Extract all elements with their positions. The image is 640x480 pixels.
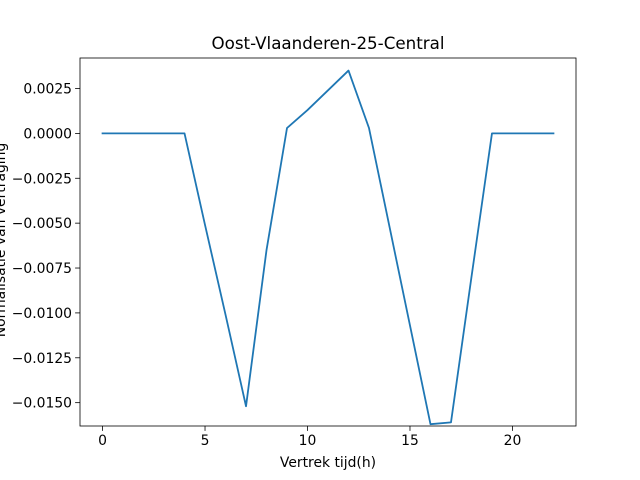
x-tick-label: 20 — [504, 433, 522, 449]
y-axis-title: Normalisatie van vertraging — [0, 143, 9, 338]
y-tick-label: 0.0000 — [23, 126, 72, 142]
series-line-0 — [101, 69, 555, 426]
x-tick-label: 15 — [401, 433, 419, 449]
x-tick-label: 0 — [98, 433, 107, 449]
y-tick-label: −0.0025 — [12, 171, 72, 187]
plot-frame — [79, 57, 577, 427]
x-axis-title: Vertrek tijd(h) — [280, 455, 376, 471]
chart-title: Oost-Vlaanderen-25-Central — [212, 33, 445, 53]
x-tick-label: 10 — [299, 433, 317, 449]
y-tick-label: −0.0100 — [12, 306, 72, 322]
y-tick-label: −0.0050 — [12, 216, 72, 232]
y-tick-label: −0.0150 — [12, 396, 72, 412]
y-ticks: 0.0025 0.0000 −0.0025 −0.0050 −0.0075 −0.0100… — [12, 82, 80, 412]
y-tick-label: −0.0075 — [12, 261, 72, 277]
x-ticks: 0 5 10 15 20 — [98, 426, 521, 449]
x-tick-label: 5 — [201, 433, 210, 449]
y-tick-label: −0.0125 — [12, 351, 72, 367]
y-tick-label: 0.0025 — [23, 82, 72, 98]
series-layer — [101, 69, 555, 426]
